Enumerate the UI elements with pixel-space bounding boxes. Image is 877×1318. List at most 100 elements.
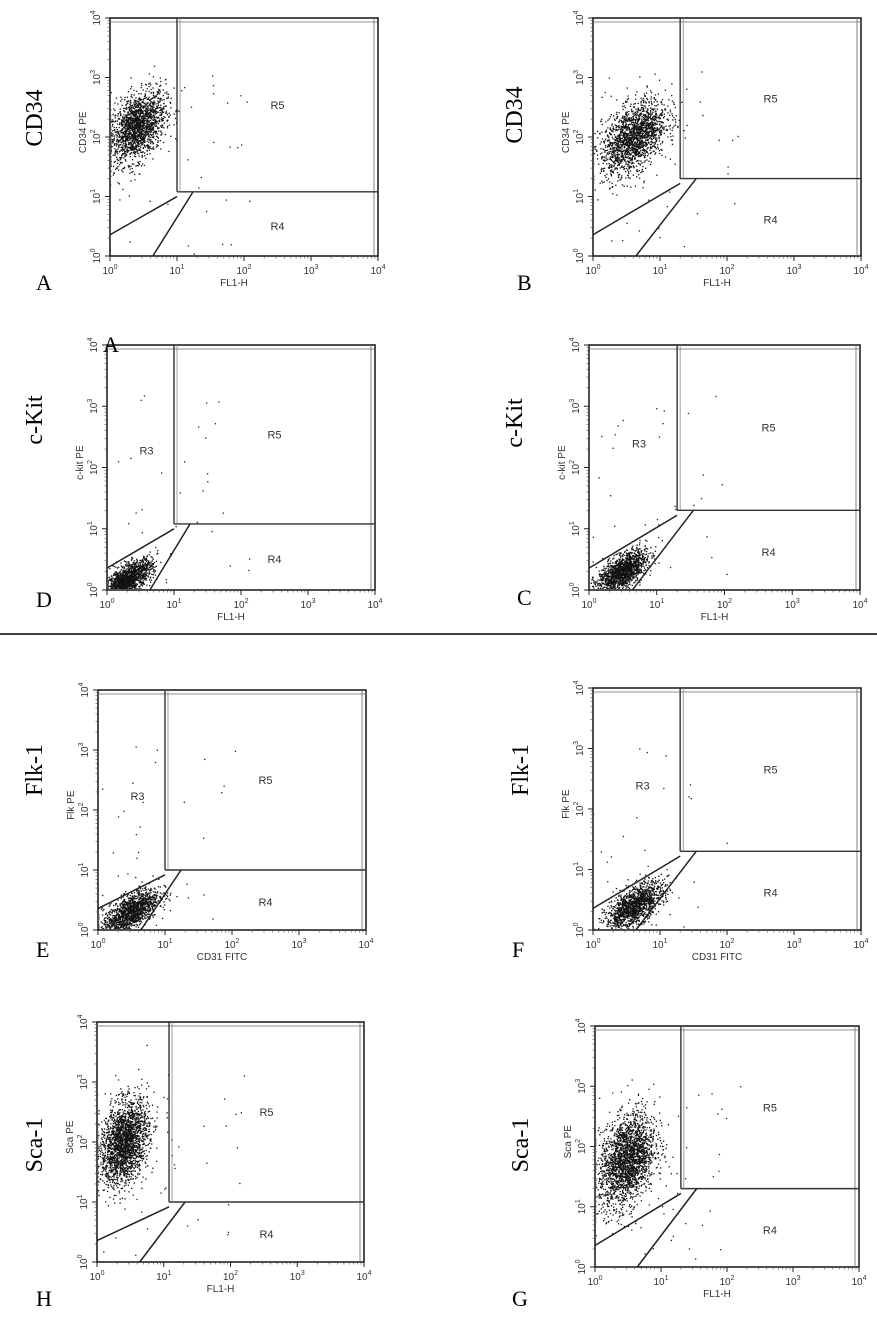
data-point	[614, 124, 616, 126]
data-point	[631, 148, 634, 150]
data-point	[128, 109, 130, 111]
data-point	[135, 562, 137, 564]
data-point	[140, 576, 142, 578]
data-point	[112, 154, 114, 157]
data-point	[663, 132, 665, 135]
data-point	[641, 115, 643, 118]
data-point	[117, 169, 120, 171]
data-point	[125, 118, 128, 120]
data-point	[143, 164, 146, 167]
data-point	[616, 116, 618, 119]
data-point	[651, 134, 653, 136]
data-point	[111, 146, 112, 148]
data-point	[137, 570, 139, 572]
data-point	[151, 117, 153, 120]
data-point	[660, 134, 662, 136]
data-point	[153, 106, 155, 108]
data-point	[157, 116, 160, 118]
data-point	[623, 136, 625, 139]
data-point	[654, 141, 656, 144]
data-point	[142, 567, 144, 570]
data-point	[623, 127, 625, 129]
data-point	[155, 125, 158, 127]
data-point	[159, 118, 161, 120]
data-point	[622, 156, 625, 158]
data-point	[121, 162, 123, 164]
data-point	[642, 136, 644, 138]
data-point	[642, 186, 644, 189]
data-point	[677, 125, 679, 128]
data-point	[111, 155, 112, 158]
data-point	[111, 135, 112, 137]
data-point	[601, 156, 603, 158]
data-point	[701, 71, 703, 73]
data-point	[131, 141, 134, 143]
data-point	[119, 122, 121, 124]
data-point	[650, 147, 653, 149]
data-point	[128, 123, 131, 126]
data-point	[118, 581, 120, 583]
data-point	[152, 146, 155, 148]
data-point	[128, 195, 130, 197]
data-point	[111, 131, 112, 133]
data-point	[668, 99, 670, 101]
data-point	[120, 143, 122, 146]
data-point	[654, 115, 657, 117]
data-point	[127, 567, 130, 569]
data-point	[610, 175, 613, 177]
data-point	[111, 175, 112, 177]
data-point	[123, 153, 125, 155]
data-point	[125, 131, 127, 133]
data-point	[159, 91, 161, 93]
data-point	[111, 121, 112, 123]
data-point	[147, 120, 149, 122]
data-point	[141, 132, 143, 134]
data-point	[617, 153, 619, 155]
data-point	[160, 109, 162, 112]
data-point	[629, 157, 631, 159]
data-point	[611, 164, 613, 166]
data-point	[595, 145, 597, 148]
data-point	[637, 107, 639, 109]
data-point	[141, 584, 143, 586]
data-point	[118, 164, 121, 166]
data-point	[147, 113, 150, 115]
data-point	[658, 79, 661, 81]
data-point	[642, 132, 645, 135]
data-point	[113, 108, 115, 110]
data-point	[115, 142, 117, 145]
data-point	[136, 105, 138, 107]
data-point	[173, 124, 175, 126]
data-point	[121, 152, 124, 155]
data-point	[652, 150, 654, 153]
data-point	[646, 86, 648, 88]
data-point	[651, 133, 653, 136]
data-point	[165, 83, 167, 85]
data-point	[612, 127, 614, 130]
data-point	[646, 124, 649, 126]
data-point	[635, 123, 637, 125]
data-point	[656, 117, 658, 119]
data-point	[616, 164, 619, 167]
data-point	[116, 139, 118, 141]
data-point	[616, 113, 618, 115]
data-point	[661, 111, 664, 113]
data-point	[135, 122, 138, 125]
data-point	[616, 99, 618, 101]
data-point	[626, 111, 628, 113]
data-point	[607, 152, 609, 154]
data-point	[134, 569, 137, 572]
data-point	[650, 91, 653, 94]
data-point	[120, 138, 123, 140]
data-point	[658, 135, 660, 137]
data-point	[141, 142, 143, 144]
data-point	[638, 137, 640, 139]
data-point	[645, 167, 647, 169]
data-point	[629, 147, 632, 149]
data-point	[149, 99, 151, 101]
data-point	[147, 114, 149, 116]
data-point	[654, 124, 656, 126]
data-point	[129, 585, 131, 587]
data-point	[145, 114, 148, 116]
data-point	[161, 111, 163, 114]
